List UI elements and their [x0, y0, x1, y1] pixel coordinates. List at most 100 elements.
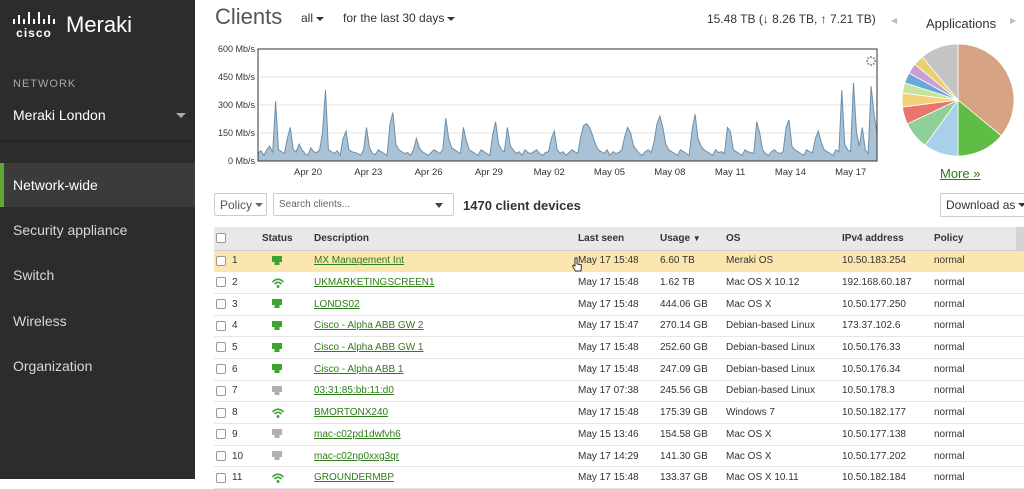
- os-cell: Mac OS X 10.12: [726, 272, 842, 294]
- chart-y-axis: 0 Mb/s 150 Mb/s 300 Mb/s 450 Mb/s 600 Mb/s: [218, 44, 256, 166]
- ipv4-cell: 10.50.176.34: [842, 358, 934, 380]
- ipv4-cell: 10.50.183.254: [842, 250, 934, 272]
- ipv4-cell: 10.50.182.184: [842, 467, 934, 489]
- nav-item-network-wide[interactable]: Network-wide: [0, 163, 195, 207]
- client-description-link[interactable]: 03:31:85:bb:11:d0: [314, 385, 394, 396]
- row-number: 1: [232, 250, 262, 272]
- table-row[interactable]: 7 03:31:85:bb:11:d0 May 17 07:38 245.56 GB D…: [214, 380, 1024, 402]
- applications-pie-chart[interactable]: [900, 42, 1016, 158]
- table-row[interactable]: 4 Cisco - Alpha ABB GW 2 May 17 15:47 270.1…: [214, 315, 1024, 337]
- row-checkbox[interactable]: [216, 256, 226, 266]
- os-cell: Debian-based Linux: [726, 315, 842, 337]
- row-checkbox[interactable]: [216, 473, 226, 483]
- row-checkbox[interactable]: [216, 429, 226, 439]
- table-row[interactable]: 5 Cisco - Alpha ABB GW 1 May 17 15:48 252.6…: [214, 337, 1024, 359]
- next-arrow-icon[interactable]: ▶: [1010, 16, 1016, 25]
- column-header-policy[interactable]: Policy: [934, 227, 1024, 250]
- status-cell: [262, 293, 314, 315]
- nav-item-organization[interactable]: Organization: [0, 344, 195, 388]
- column-header-os[interactable]: OS: [726, 227, 842, 250]
- column-header-usage[interactable]: Usage ▼: [660, 227, 726, 250]
- table-row[interactable]: 11 GROUNDERMBP May 17 15:48 133.37 GB Mac OS…: [214, 467, 1024, 489]
- spinner-dot: [873, 63, 875, 65]
- add-column-button[interactable]: +: [1016, 227, 1024, 250]
- row-checkbox[interactable]: [216, 408, 226, 418]
- download-as-button[interactable]: Download as: [940, 193, 1024, 217]
- main-content: Clients all for the last 30 days 15.48 T…: [195, 0, 1024, 479]
- spinner-dot: [874, 60, 876, 62]
- nav-item-security-appliance[interactable]: Security appliance: [0, 208, 195, 252]
- client-type-filter[interactable]: all: [301, 11, 324, 25]
- policy-dropdown[interactable]: Policy: [214, 193, 267, 216]
- prev-arrow-icon[interactable]: ◀: [891, 16, 897, 25]
- cisco-meraki-logo[interactable]: cisco Meraki: [12, 12, 132, 39]
- description-cell: Cisco - Alpha ABB GW 2: [314, 315, 578, 337]
- description-cell: LONDS02: [314, 293, 578, 315]
- network-selector[interactable]: Meraki London: [0, 100, 195, 130]
- client-description-link[interactable]: BMORTONX240: [314, 407, 388, 418]
- nav-item-label: Network-wide: [13, 177, 98, 193]
- policy-cell: normal: [934, 424, 1024, 446]
- client-description-link[interactable]: mac-c02pd1dwfvh6: [314, 429, 401, 440]
- status-cell: [262, 358, 314, 380]
- client-description-link[interactable]: mac-c02np0xxg3qr: [314, 451, 399, 462]
- description-cell: 03:31:85:bb:11:d0: [314, 380, 578, 402]
- chevron-down-icon: [176, 113, 186, 118]
- client-description-link[interactable]: UKMARKETINGSCREEN1: [314, 277, 435, 288]
- more-applications-link[interactable]: More »: [940, 166, 980, 181]
- client-description-link[interactable]: LONDS02: [314, 299, 360, 310]
- row-checkbox[interactable]: [216, 342, 226, 352]
- client-description-link[interactable]: GROUNDERMBP: [314, 472, 394, 483]
- table-row[interactable]: 9 mac-c02pd1dwfvh6 May 15 13:46 154.58 GB Ma…: [214, 424, 1024, 446]
- table-row[interactable]: 6 Cisco - Alpha ABB 1 May 17 15:48 247.09 G…: [214, 358, 1024, 380]
- row-checkbox[interactable]: [216, 299, 226, 309]
- column-header-status[interactable]: Status: [262, 227, 314, 250]
- client-description-link[interactable]: Cisco - Alpha ABB 1: [314, 364, 404, 375]
- ipv4-cell: 10.50.177.202: [842, 445, 934, 467]
- search-clients-input[interactable]: [273, 193, 454, 216]
- table-row[interactable]: 10 mac-c02np0xxg3qr May 17 14:29 141.30 GB M…: [214, 445, 1024, 467]
- client-description-link[interactable]: Cisco - Alpha ABB GW 2: [314, 320, 424, 331]
- policy-cell: normal: [934, 358, 1024, 380]
- description-cell: Cisco - Alpha ABB 1: [314, 358, 578, 380]
- nav-item-wireless[interactable]: Wireless: [0, 299, 195, 343]
- select-all-checkbox[interactable]: [216, 233, 226, 243]
- x-tick-label: Apr 20: [294, 167, 322, 178]
- description-cell: mac-c02pd1dwfvh6: [314, 424, 578, 446]
- last-seen-cell: May 17 15:48: [578, 272, 660, 294]
- network-name: Meraki London: [13, 107, 106, 123]
- row-checkbox[interactable]: [216, 386, 226, 396]
- description-cell: Cisco - Alpha ABB GW 1: [314, 337, 578, 359]
- column-header-description[interactable]: Description: [314, 227, 578, 250]
- nav-item-switch[interactable]: Switch: [0, 253, 195, 297]
- policy-cell: normal: [934, 380, 1024, 402]
- client-description-link[interactable]: Cisco - Alpha ABB GW 1: [314, 342, 424, 353]
- table-row[interactable]: 2 UKMARKETINGSCREEN1 May 17 15:48 1.62 TB Ma…: [214, 272, 1024, 294]
- table-row[interactable]: 1 MX Management Int May 17 15:48 6.60 TB Mer…: [214, 250, 1024, 272]
- sidebar-divider: [0, 140, 195, 142]
- table-row[interactable]: 3 LONDS02 May 17 15:48 444.06 GB Mac OS X 10.…: [214, 293, 1024, 315]
- status-cell: [262, 315, 314, 337]
- column-header-ipv4[interactable]: IPv4 address: [842, 227, 934, 250]
- last-seen-cell: May 15 13:46: [578, 424, 660, 446]
- row-checkbox[interactable]: [216, 277, 226, 287]
- y-tick-label: 450 Mb/s: [218, 72, 256, 82]
- row-checkbox[interactable]: [216, 451, 226, 461]
- wifi-status-icon: [271, 472, 285, 484]
- wired-status-icon: [271, 342, 283, 354]
- column-header-last-seen[interactable]: Last seen: [578, 227, 660, 250]
- row-checkbox[interactable]: [216, 321, 226, 331]
- x-tick-label: Apr 23: [354, 167, 382, 178]
- status-cell: [262, 337, 314, 359]
- wired-status-icon: [271, 450, 283, 462]
- chevron-down-icon: [1018, 203, 1024, 207]
- row-number: 4: [232, 315, 262, 337]
- table-row[interactable]: 8 BMORTONX240 May 17 15:48 175.39 GB Windows…: [214, 402, 1024, 424]
- description-cell: BMORTONX240: [314, 402, 578, 424]
- status-cell: [262, 272, 314, 294]
- row-checkbox[interactable]: [216, 364, 226, 374]
- wired-status-icon: [271, 363, 283, 375]
- timespan-filter[interactable]: for the last 30 days: [343, 11, 455, 25]
- client-description-link[interactable]: MX Management Int: [314, 255, 404, 266]
- meraki-wordmark: Meraki: [66, 12, 132, 38]
